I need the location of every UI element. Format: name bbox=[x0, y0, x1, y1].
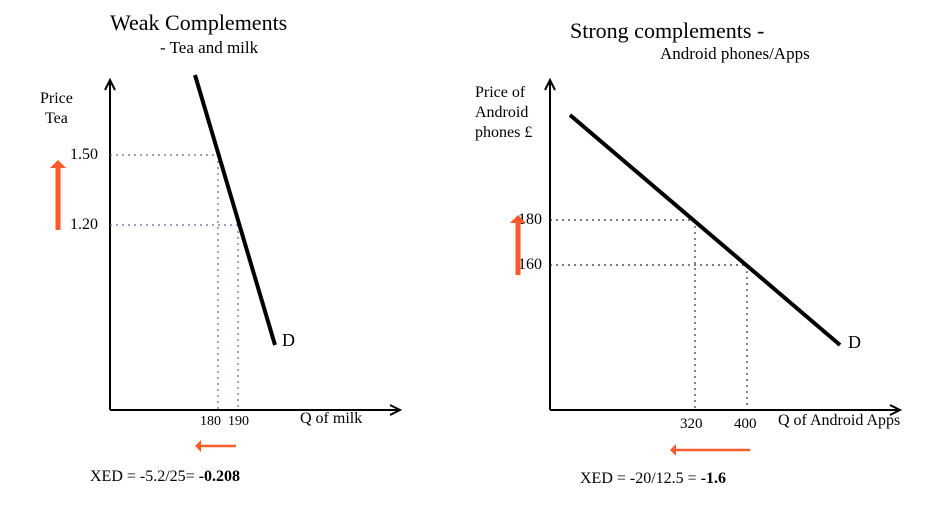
left-demand-curve bbox=[195, 75, 275, 345]
strong-complements-panel: Strong complements - Android phones/Apps… bbox=[460, 0, 925, 516]
right-y-arrow-icon bbox=[510, 215, 526, 275]
right-demand-curve bbox=[570, 115, 840, 345]
right-chart-svg bbox=[460, 0, 925, 516]
figure-stage: Weak Complements - Tea and milk Price Te… bbox=[0, 0, 925, 516]
left-chart-svg bbox=[0, 0, 460, 516]
left-y-arrow-icon bbox=[50, 160, 66, 230]
right-x-arrow-icon bbox=[670, 444, 750, 456]
right-dotted-lines bbox=[550, 220, 747, 410]
left-dotted-lines bbox=[110, 155, 238, 410]
weak-complements-panel: Weak Complements - Tea and milk Price Te… bbox=[0, 0, 460, 516]
left-x-arrow-icon bbox=[195, 440, 236, 452]
left-axes bbox=[105, 80, 400, 415]
